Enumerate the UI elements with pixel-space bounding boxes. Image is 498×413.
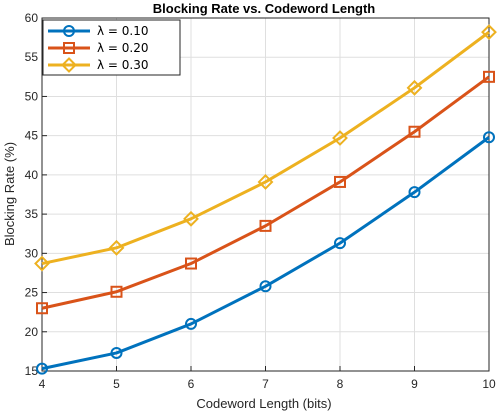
y-tick-label: 45 (25, 129, 39, 143)
x-tick-label: 7 (262, 377, 269, 391)
series-2 (36, 70, 495, 315)
x-tick-label: 8 (337, 377, 344, 391)
circle-marker (259, 280, 272, 293)
y-tick-label: 20 (25, 325, 39, 339)
square-marker (408, 125, 421, 138)
legend-label: λ = 0.30 (97, 58, 149, 72)
y-tick-label: 50 (25, 89, 39, 103)
square-marker (63, 42, 75, 54)
circle-marker (110, 346, 123, 359)
diamond-marker (406, 79, 423, 96)
square-marker (36, 302, 48, 315)
series-lines (34, 24, 497, 375)
y-tick-label: 15 (25, 364, 39, 378)
diamond-marker (481, 24, 497, 41)
chart-title: Blocking Rate vs. Codeword Length (153, 1, 376, 16)
series-line (41, 75, 490, 310)
y-tick-label: 55 (25, 50, 39, 64)
square-marker (110, 285, 123, 298)
square-marker (185, 257, 197, 270)
x-tick-label: 10 (482, 377, 496, 391)
legend-item: λ = 0.10 (48, 24, 149, 38)
y-tick-label: 30 (25, 246, 39, 260)
diamond-marker (108, 239, 125, 256)
square-marker (334, 175, 346, 188)
legend: λ = 0.10 λ = 0.20 λ = 0.30 (42, 19, 181, 76)
diamond-marker (34, 255, 50, 272)
y-tick-label: 60 (25, 11, 39, 25)
legend-item: λ = 0.30 (48, 57, 149, 73)
x-tick-label: 5 (113, 377, 120, 391)
series-line (41, 30, 490, 265)
diamond-marker (257, 174, 274, 190)
y-axis-label: Blocking Rate (%) (2, 142, 17, 246)
diamond-marker (183, 210, 199, 227)
x-tick-label: 6 (188, 377, 195, 391)
y-tick-label: 35 (25, 207, 39, 221)
legend-label: λ = 0.20 (97, 41, 149, 55)
legend-item: λ = 0.20 (48, 41, 149, 55)
circle-marker (483, 131, 495, 144)
diamond-marker (61, 57, 77, 73)
y-tick-label: 25 (25, 286, 39, 300)
x-tick-label: 9 (411, 377, 418, 391)
x-axis-label: Codeword Length (bits) (196, 396, 331, 411)
x-tick-label: 4 (39, 377, 46, 391)
y-tick-label: 40 (25, 168, 39, 182)
circle-marker (36, 362, 48, 375)
circle-marker (334, 237, 346, 250)
series-line (41, 136, 490, 371)
series-3 (34, 24, 497, 272)
series-1 (36, 131, 495, 375)
circle-marker (63, 25, 75, 37)
square-marker (483, 70, 495, 83)
circle-marker (185, 317, 197, 330)
diamond-marker (332, 130, 348, 146)
square-marker (259, 219, 272, 232)
legend-label: λ = 0.10 (97, 24, 149, 38)
circle-marker (408, 186, 421, 199)
